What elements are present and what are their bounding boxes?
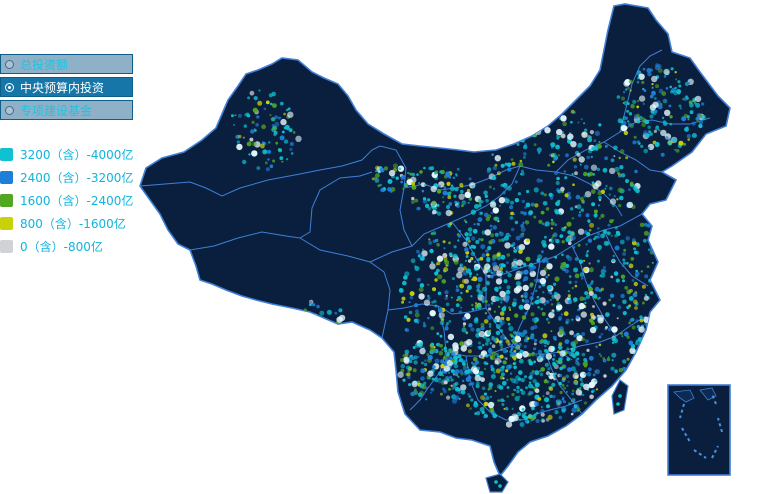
south-china-sea-inset[interactable]	[667, 384, 731, 476]
legend-item[interactable]: 800（含）-1600亿	[0, 212, 133, 235]
legend-item[interactable]: 1600（含）-2400亿	[0, 189, 133, 212]
legend-swatch	[0, 148, 13, 161]
legend-swatch	[0, 217, 13, 230]
legend-item[interactable]: 3200（含）-4000亿	[0, 143, 133, 166]
option-label: 专项建设基金	[20, 103, 93, 118]
legend-swatch	[0, 194, 13, 207]
legend-label: 1600（含）-2400亿	[20, 194, 134, 208]
radio-icon[interactable]	[5, 82, 14, 92]
option-label: 中央预算内投资	[20, 80, 105, 95]
investment-dots	[231, 63, 706, 428]
legend-item[interactable]: 0（含）-800亿	[0, 235, 133, 258]
map-legend: 3200（含）-4000亿 2400（含）-3200亿 1600（含）-2400…	[0, 143, 133, 258]
legend-swatch	[0, 240, 13, 253]
legend-label: 2400（含）-3200亿	[20, 171, 134, 185]
island-dots	[494, 394, 622, 488]
option-label: 总投资额	[20, 57, 69, 72]
radio-icon[interactable]	[5, 105, 14, 115]
investment-type-selector: 总投资额 中央预算内投资 专项建设基金	[0, 54, 133, 123]
legend-label: 0（含）-800亿	[20, 240, 103, 254]
radio-icon[interactable]	[5, 59, 14, 69]
legend-label: 3200（含）-4000亿	[20, 148, 134, 162]
option-total-investment[interactable]: 总投资额	[0, 54, 133, 74]
legend-swatch	[0, 171, 13, 184]
option-special-fund[interactable]: 专项建设基金	[0, 100, 133, 120]
option-central-budget[interactable]: 中央预算内投资	[0, 77, 133, 97]
legend-item[interactable]: 2400（含）-3200亿	[0, 166, 133, 189]
legend-label: 800（含）-1600亿	[20, 217, 126, 231]
